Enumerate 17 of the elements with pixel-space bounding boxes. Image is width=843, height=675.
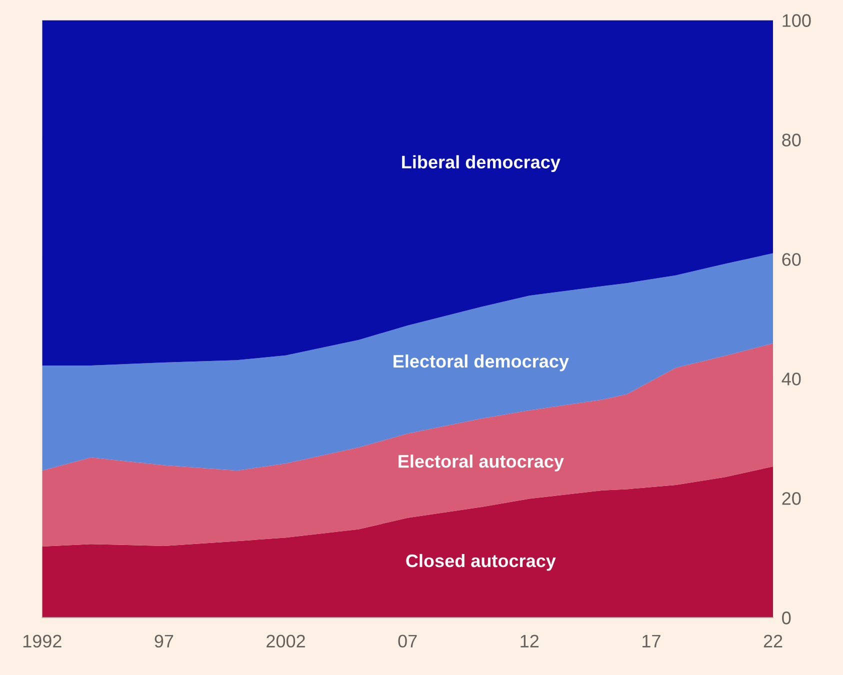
series-label: Closed autocracy <box>406 554 556 571</box>
y-tick-label: 60 <box>782 253 801 266</box>
y-tick-label: 0 <box>782 612 791 624</box>
series-label: Electoral autocracy <box>398 454 564 472</box>
x-tick-label: 2002 <box>266 634 305 648</box>
x-tick-label: 1992 <box>23 634 62 648</box>
series-label: Electoral democracy <box>394 354 569 372</box>
x-tick-label: 97 <box>154 634 174 648</box>
y-tick-label: 20 <box>782 492 801 505</box>
x-tick-label: 17 <box>642 634 660 648</box>
series-label: Liberal democracy <box>402 155 560 172</box>
x-tick-label: 12 <box>520 634 539 648</box>
x-tick-label: 22 <box>764 634 782 648</box>
x-tick-label: 07 <box>398 634 417 648</box>
y-tick-label: 80 <box>782 134 801 146</box>
y-tick-label: 100 <box>782 14 811 27</box>
y-tick-label: 40 <box>782 372 801 386</box>
